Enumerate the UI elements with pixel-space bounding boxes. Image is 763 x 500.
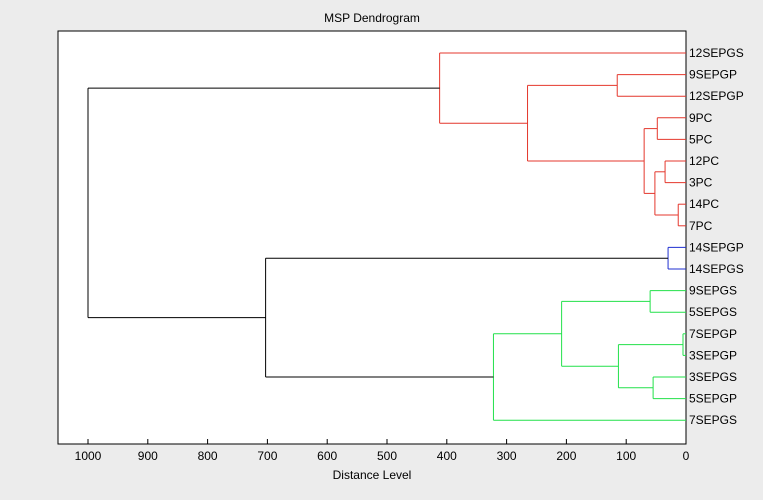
x-tick-label: 600 <box>317 449 337 463</box>
x-tick-label: 0 <box>683 449 690 463</box>
x-tick-label: 200 <box>556 449 576 463</box>
x-tick-label: 700 <box>257 449 277 463</box>
leaf-label: 3SEPGP <box>689 348 737 362</box>
leaf-label: 9PC <box>689 111 713 125</box>
leaf-label: 12SEPGS <box>689 46 744 60</box>
leaf-label: 3PC <box>689 176 713 190</box>
leaf-label: 14PC <box>689 197 719 211</box>
x-tick-label: 100 <box>616 449 636 463</box>
leaf-label: 5SEPGP <box>689 392 737 406</box>
leaf-label: 9SEPGP <box>689 68 737 82</box>
leaf-labels: 12SEPGS 9SEPGP 12SEPGP 9PC 5PC 12PC 3PC 14PC 7PC… <box>689 46 744 427</box>
leaf-label: 14SEPGP <box>689 240 744 254</box>
x-tick-label: 500 <box>377 449 397 463</box>
dendrogram-links <box>87 52 686 421</box>
leaf-label: 9SEPGS <box>689 284 737 298</box>
x-tick-label: 900 <box>138 449 158 463</box>
x-axis: 1000 900 800 700 600 500 400 300 200 100 0 <box>75 439 690 463</box>
leaf-label: 12SEPGP <box>689 89 744 103</box>
leaf-label: 7SEPGP <box>689 327 737 341</box>
x-tick-label: 1000 <box>75 449 102 463</box>
x-tick-label: 400 <box>437 449 457 463</box>
leaf-label: 7SEPGS <box>689 413 737 427</box>
x-tick-label: 300 <box>497 449 517 463</box>
leaf-label: 14SEPGS <box>689 262 744 276</box>
leaf-label: 5SEPGS <box>689 305 737 319</box>
leaf-label: 5PC <box>689 132 713 146</box>
leaf-label: 3SEPGS <box>689 370 737 384</box>
plot-area <box>57 30 687 445</box>
x-axis-label: Distance Level <box>333 468 412 482</box>
x-tick-label: 800 <box>198 449 218 463</box>
leaf-label: 12PC <box>689 154 719 168</box>
chart-title: MSP Dendrogram <box>324 11 420 25</box>
leaf-label: 7PC <box>689 219 713 233</box>
